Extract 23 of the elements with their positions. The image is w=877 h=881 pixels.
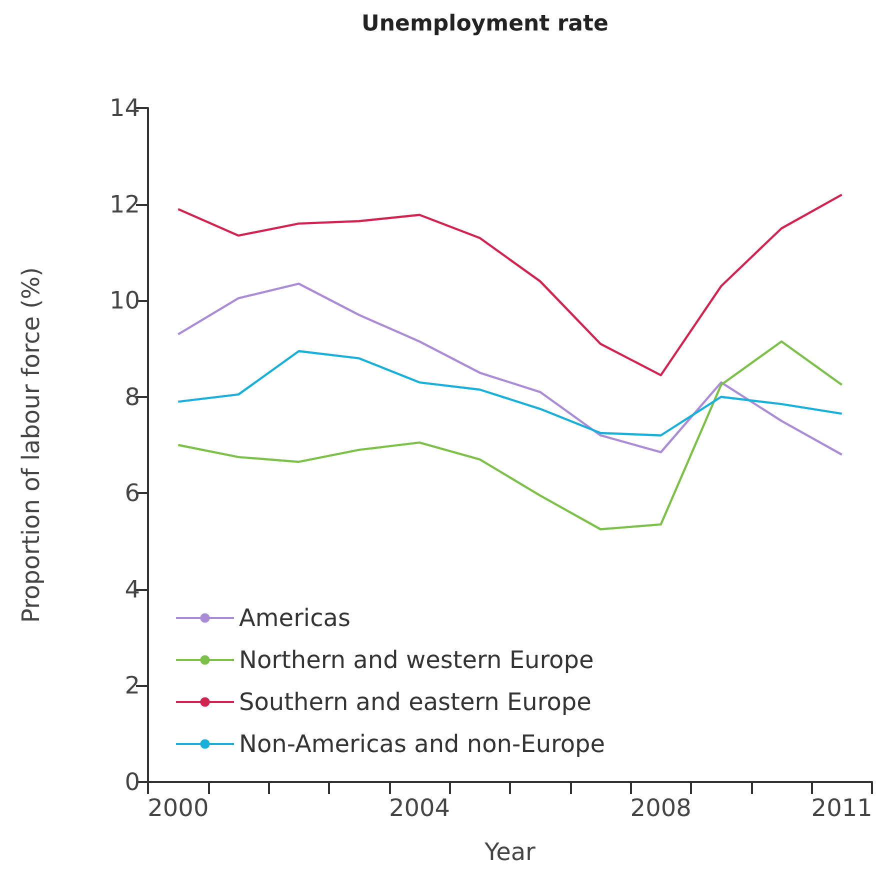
y-tick-label: 10: [109, 286, 140, 315]
line-series: [177, 282, 843, 456]
line-series: [177, 350, 843, 436]
y-tick-label: 6: [124, 479, 140, 508]
legend-label: Southern and eastern Europe: [239, 688, 592, 716]
y-tick-label: 0: [124, 768, 140, 796]
y-tick-label: 14: [109, 94, 140, 122]
x-tick-label: 2008: [630, 794, 692, 822]
y-tick-label: 2: [124, 672, 140, 700]
y-tick-label: 8: [124, 382, 140, 411]
legend-label: Northern and western Europe: [239, 646, 594, 674]
x-tick-label: 2000: [148, 794, 209, 822]
legend-label: Americas: [239, 604, 351, 632]
line-series: [177, 194, 843, 376]
y-tick-label: 4: [124, 575, 140, 604]
chart-title: Unemployment rate: [362, 12, 608, 36]
x-tick-label: 2011: [811, 794, 872, 822]
x-tick-label: 2004: [388, 794, 450, 822]
y-axis-title: Proportion of labour force (%): [17, 267, 45, 623]
x-axis-title: Year: [484, 838, 536, 866]
y-tick-label: 12: [109, 190, 140, 218]
legend-label: Non-Americas and non-Europe: [239, 730, 606, 758]
line-series: [177, 340, 843, 530]
